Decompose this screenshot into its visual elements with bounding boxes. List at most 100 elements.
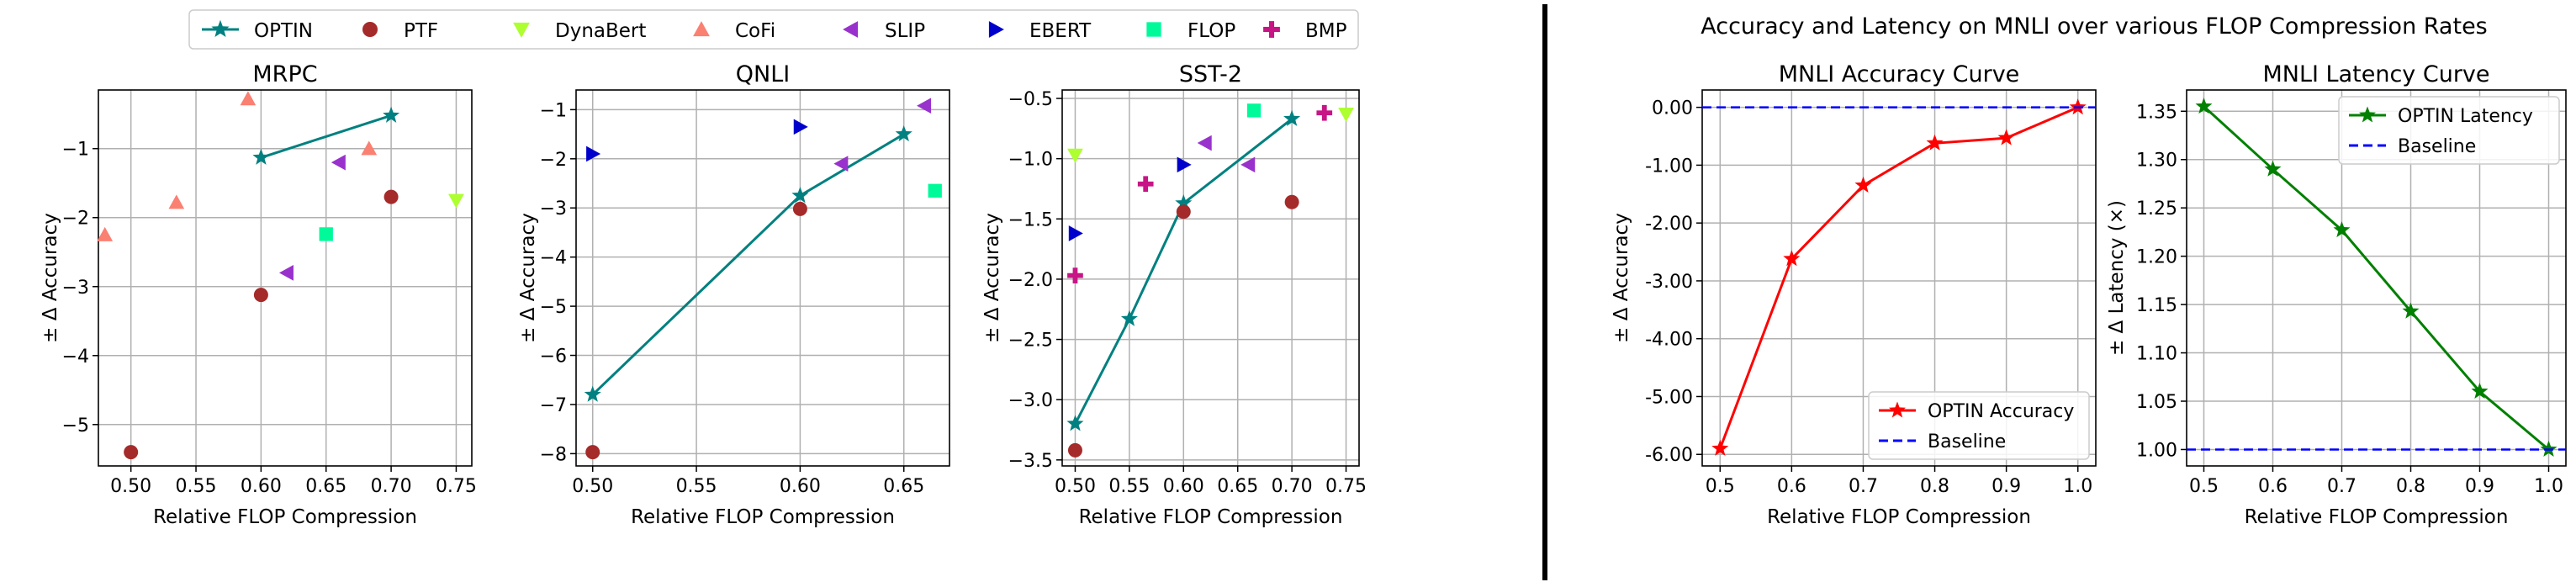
data-point-optin [584, 385, 601, 402]
data-point-ptf [1067, 442, 1082, 458]
data-point-optin [1066, 415, 1084, 431]
x-axis-label: Relative FLOP Compression [631, 506, 895, 528]
y-tick-label: 1.30 [2136, 151, 2177, 172]
legend-label: SLIP [885, 20, 925, 42]
series-bmp [1067, 104, 1333, 283]
data-point-slip [833, 156, 849, 172]
y-tick-label: −5 [540, 297, 567, 318]
data-point-ptf [585, 445, 600, 460]
legend-marker [513, 22, 530, 38]
y-tick-label: −2 [540, 150, 567, 171]
chart-title: MNLI Accuracy Curve [1779, 61, 2020, 87]
x-tick-label: 0.7 [1849, 476, 1878, 497]
legend-marker [843, 21, 859, 38]
series-flop [1246, 103, 1262, 118]
chart-title: SST-2 [1179, 61, 1242, 87]
y-tick-label: −2 [62, 209, 89, 230]
x-tick-label: 1.0 [2534, 476, 2563, 497]
y-tick-label: 1.05 [2136, 392, 2177, 413]
series-optin [1066, 109, 1301, 431]
plot-area [1066, 103, 1354, 458]
legend-item-ptf: PTF [362, 20, 438, 42]
y-axis-label: ± Δ Accuracy [40, 213, 61, 343]
data-point-cofi [240, 91, 257, 106]
data-point-optin-latency [2264, 160, 2282, 177]
y-tick-label: −3 [62, 278, 89, 299]
data-point-ptf [124, 445, 139, 460]
x-tick-label: 0.60 [1163, 476, 1204, 497]
chart-legend: OPTIN Accuracy Baseline [1868, 391, 2090, 460]
series-ebert [586, 119, 808, 162]
series-line [260, 114, 392, 159]
series-ptf [124, 189, 399, 460]
legend-item-optin: OPTIN [202, 19, 313, 42]
data-point-dynabert [1067, 148, 1083, 163]
y-tick-label: −0.5 [1008, 89, 1053, 110]
x-tick-label: 0.70 [1272, 476, 1313, 497]
chart-legend-item-optin-accuracy: OPTIN Accuracy [1879, 401, 2074, 422]
y-tick-label: −8 [540, 444, 567, 465]
y-tick-label: −5 [62, 415, 89, 436]
y-tick-label: −1 [62, 140, 89, 161]
y-axis-label: ± Δ Latency (×) [2106, 200, 2128, 356]
figure-title: Accuracy and Latency on MNLI over variou… [1701, 13, 2488, 40]
y-tick-label: −3.0 [1008, 390, 1053, 411]
x-tick-label: 0.75 [436, 476, 477, 497]
legend-marker [988, 21, 1004, 38]
plot-area [97, 91, 464, 460]
legend-top: OPTIN PTF DynaBert CoFi SLIP EBERT FLOP BMP [188, 9, 1359, 50]
x-tick-label: 0.9 [1992, 476, 2021, 497]
legend-label: EBERT [1029, 20, 1092, 42]
axes-frame [1701, 89, 2097, 467]
chart-mnli-latency: 0.5 0.6 0.7 0.8 0.9 1.0 1.00 1.05 1.10 1.15 1.20 1.… [2106, 61, 2567, 528]
data-point-bmp [1137, 176, 1154, 193]
chart-mrpc: 0.50 0.55 0.60 0.65 0.70 0.75 −5 −4 −3 −2 −1 MRPC Re… [40, 61, 477, 528]
y-tick-label: −1 [540, 100, 567, 121]
x-tick-label: 0.75 [1325, 476, 1367, 497]
y-tick-label: 1.20 [2136, 247, 2177, 268]
chart-legend-label: OPTIN Accuracy [1928, 401, 2074, 422]
chart-legend-marker [2359, 106, 2376, 123]
data-point-optin-latency [2471, 383, 2489, 399]
legend-label: PTF [404, 20, 438, 42]
data-point-optin [791, 187, 809, 204]
y-tick-label: −3.5 [1008, 451, 1053, 472]
y-tick-label: −2.0 [1008, 270, 1053, 291]
data-point-slip [1240, 156, 1256, 173]
data-point-ebert [1068, 225, 1083, 241]
legend-label: FLOP [1187, 20, 1235, 42]
legend-marker [211, 19, 230, 37]
data-point-optin [252, 148, 270, 165]
data-point-ebert [793, 119, 808, 135]
axes-frame [575, 89, 950, 467]
y-axis-label: ± Δ Accuracy [981, 213, 1003, 343]
axes-frame [2186, 89, 2567, 467]
y-tick-label: −4 [540, 248, 567, 269]
x-tick-label: 0.5 [1706, 476, 1735, 497]
legend-top-frame [188, 9, 1359, 50]
data-point-ptf [253, 288, 268, 303]
x-tick-label: 0.65 [1217, 476, 1258, 497]
y-tick-label: −1.0 [1008, 150, 1053, 171]
y-tick-label: -5.00 [1645, 387, 1693, 408]
series-ebert [1068, 156, 1192, 241]
x-tick-label: 0.50 [1055, 476, 1096, 497]
chart-legend-marker [1889, 401, 1906, 418]
data-point-optin-accuracy [1711, 439, 1729, 456]
legend-marker [693, 21, 710, 37]
y-tick-label: −7 [540, 395, 567, 416]
x-tick-label: 0.50 [572, 476, 613, 497]
chart-title: MNLI Latency Curve [2262, 61, 2489, 87]
x-tick-label: 0.8 [1920, 476, 1949, 497]
data-point-slip [917, 98, 932, 114]
x-tick-label: 0.6 [1777, 476, 1806, 497]
y-tick-label: -3.00 [1645, 272, 1693, 293]
chart-title: MRPC [252, 61, 317, 87]
data-point-optin-accuracy [1854, 176, 1872, 193]
x-tick-label: 0.55 [676, 476, 717, 497]
series-line [1718, 106, 2079, 449]
data-point-ptf [792, 201, 807, 216]
data-point-optin-accuracy [1783, 250, 1801, 267]
chart-mnli-accuracy: 0.5 0.6 0.7 0.8 0.9 1.0 -6.00 -5.00 -4.00 -3.00 -2… [1611, 61, 2097, 528]
data-point-ptf [1284, 194, 1299, 209]
